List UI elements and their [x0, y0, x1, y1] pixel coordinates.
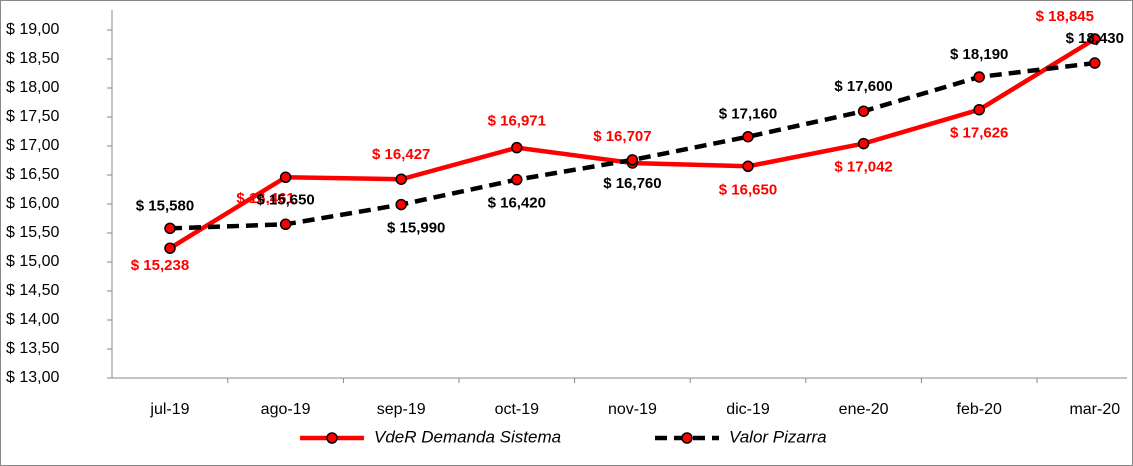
- value-label: $ 16,707: [593, 128, 651, 145]
- value-label: $ 16,461: [236, 190, 294, 207]
- legend-marker: [681, 432, 693, 444]
- x-tick-label: feb-20: [957, 401, 1002, 418]
- legend-label: VdeR Demanda Sistema: [374, 427, 561, 446]
- data-point: [164, 222, 176, 235]
- x-tick-label: mar-20: [1069, 401, 1120, 418]
- y-tick-label: $ 19,00: [6, 21, 59, 38]
- y-tick-label: $ 15,50: [6, 224, 59, 241]
- data-point: [626, 154, 639, 166]
- value-label: $ 18,190: [950, 46, 1008, 63]
- value-label: $ 16,760: [603, 175, 661, 192]
- y-tick-label: $ 17,50: [6, 108, 59, 125]
- x-tick-label: ene-20: [839, 401, 889, 418]
- x-tick-label: ago-19: [261, 401, 311, 418]
- y-tick-label: $ 16,00: [6, 195, 59, 212]
- value-label: $ 15,990: [387, 220, 445, 237]
- data-point: [1089, 33, 1101, 45]
- y-tick-label: $ 14,00: [6, 311, 59, 328]
- y-tick-label: $ 13,00: [6, 369, 59, 386]
- data-point: [973, 71, 985, 83]
- value-label: $ 17,600: [834, 78, 892, 95]
- series-line: [169, 60, 1096, 231]
- legend-item: Valor Pizarra: [655, 427, 827, 446]
- data-point: [742, 130, 754, 143]
- data-point: [395, 173, 407, 185]
- data-point: [511, 141, 523, 154]
- value-label: $ 17,160: [719, 106, 777, 123]
- value-label: $ 16,971: [488, 113, 546, 130]
- data-point: [742, 160, 754, 173]
- y-tick-label: $ 17,00: [6, 137, 59, 154]
- value-label: $ 15,580: [136, 197, 194, 214]
- value-label: $ 18,845: [1036, 8, 1094, 25]
- value-label: $ 16,427: [372, 146, 430, 163]
- legend-item: VdeR Demanda Sistema: [300, 427, 561, 446]
- data-point: [395, 198, 407, 211]
- x-tick-label: oct-19: [495, 401, 540, 418]
- value-label: $ 17,626: [950, 125, 1008, 142]
- x-tick-label: sep-19: [377, 401, 426, 418]
- data-point: [857, 105, 870, 117]
- y-tick-label: $ 16,50: [6, 166, 59, 183]
- legend-marker: [326, 432, 338, 444]
- value-label: $ 15,650: [256, 191, 314, 208]
- data-point: [857, 137, 870, 150]
- y-tick-label: $ 18,00: [6, 79, 59, 96]
- y-tick-label: $ 15,00: [6, 253, 59, 270]
- x-tick-label: jul-19: [149, 401, 189, 418]
- data-point: [279, 218, 292, 231]
- data-point: [1089, 57, 1101, 69]
- value-label: $ 18,430: [1066, 30, 1124, 47]
- x-tick-label: dic-19: [726, 401, 770, 418]
- data-point: [511, 173, 523, 186]
- value-label: $ 16,420: [488, 195, 546, 212]
- value-label: $ 15,238: [131, 257, 189, 274]
- legend-label: Valor Pizarra: [729, 427, 827, 446]
- y-tick-label: $ 13,50: [6, 340, 59, 357]
- value-label: $ 16,650: [719, 181, 777, 198]
- y-tick-label: $ 18,50: [6, 50, 59, 67]
- data-point: [973, 103, 985, 116]
- value-label: $ 17,042: [834, 159, 892, 176]
- data-point: [164, 242, 176, 254]
- data-point: [279, 171, 292, 184]
- x-tick-label: nov-19: [608, 401, 657, 418]
- y-tick-label: $ 14,50: [6, 282, 59, 299]
